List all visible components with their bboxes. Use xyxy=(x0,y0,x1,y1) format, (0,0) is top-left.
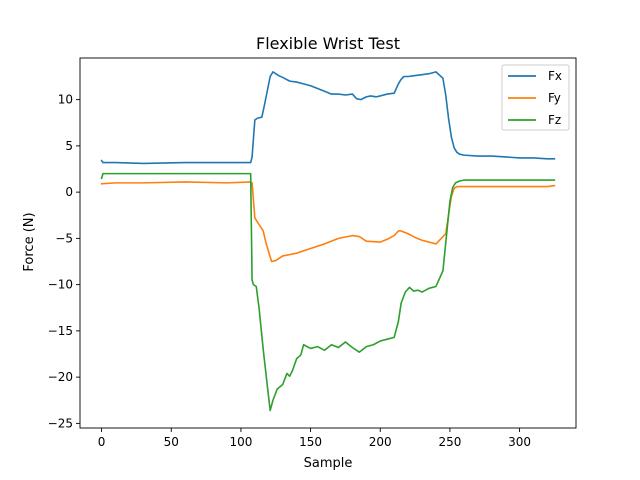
y-tick-label: 5 xyxy=(65,139,73,153)
plot-frame xyxy=(79,57,577,429)
x-tick-label: 0 xyxy=(98,435,106,449)
x-tick-label: 200 xyxy=(369,435,392,449)
x-tick-label: 50 xyxy=(164,435,179,449)
y-tick-label: −10 xyxy=(48,278,73,292)
series-line-fx xyxy=(100,71,556,165)
x-tick-label: 250 xyxy=(438,435,461,449)
y-tick-label: 10 xyxy=(58,93,73,107)
axes-layer: 0 50 100 150 200 250 300 −25 −20 −15 −10 −5 0 5 10 xyxy=(48,57,577,449)
y-tick-label: −15 xyxy=(48,324,73,338)
y-tick-label: −20 xyxy=(48,370,73,384)
x-tick-label: 100 xyxy=(229,435,252,449)
legend-label-fx: Fx xyxy=(548,69,562,83)
legend: Fx Fy Fz xyxy=(501,64,570,131)
chart-title: Flexible Wrist Test xyxy=(256,34,400,53)
y-tick-label: −5 xyxy=(55,231,73,245)
legend-label-fy: Fy xyxy=(548,91,561,105)
series-layer xyxy=(100,71,556,412)
y-tick-label: 0 xyxy=(65,185,73,199)
x-tick-label: 150 xyxy=(299,435,322,449)
y-tick-label: −25 xyxy=(48,416,73,430)
x-axis-label: Sample xyxy=(304,456,353,471)
legend-label-fz: Fz xyxy=(548,113,561,127)
series-line-fy xyxy=(100,181,556,263)
series-line-fz xyxy=(100,172,556,412)
x-tick-label: 300 xyxy=(508,435,531,449)
y-axis-label: Force (N) xyxy=(22,212,37,271)
